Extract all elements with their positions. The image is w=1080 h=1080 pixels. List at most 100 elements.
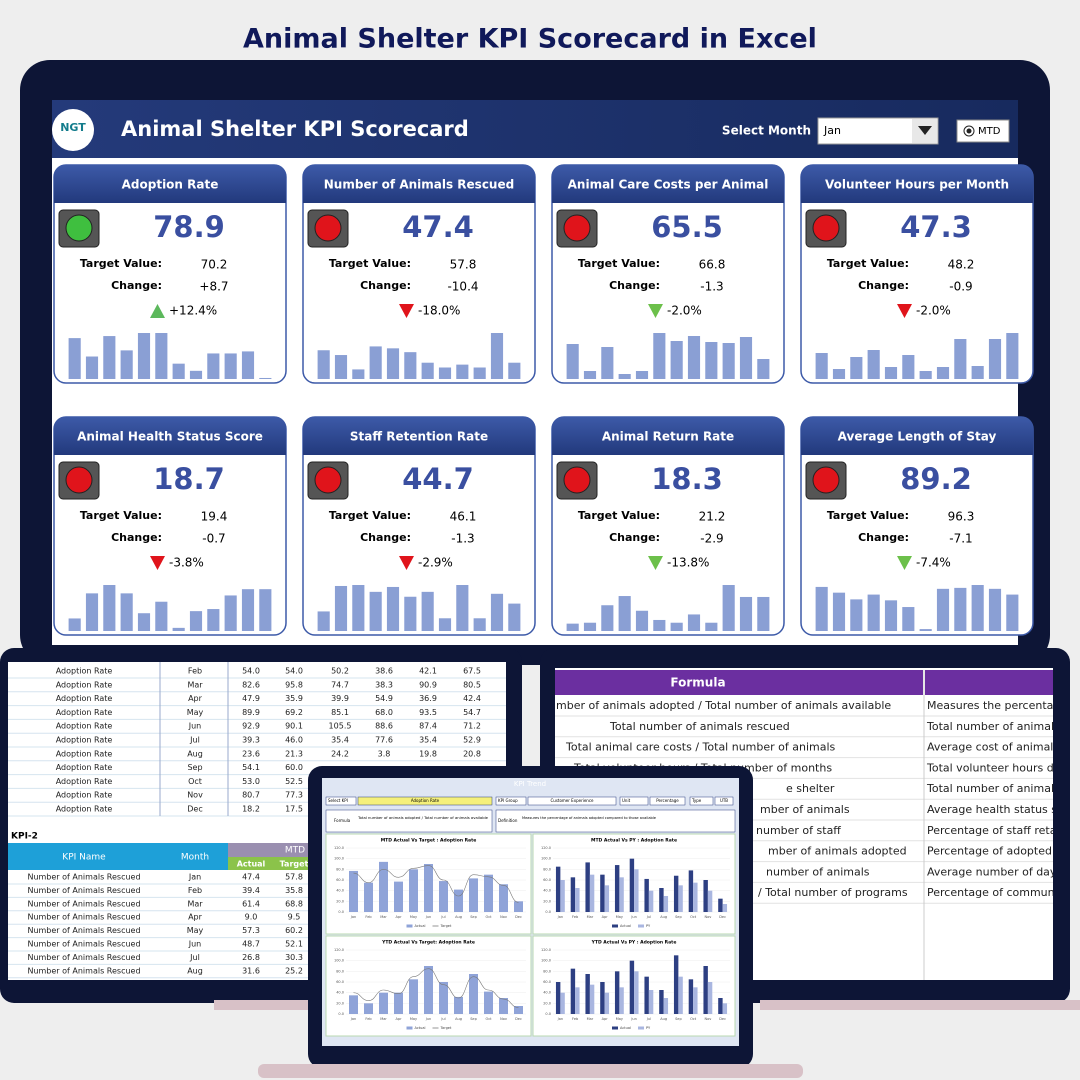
spark-bar: [670, 622, 683, 631]
spark-bar: [404, 596, 417, 631]
chart-bar: [644, 976, 649, 1014]
mtd-option[interactable]: [956, 119, 1010, 143]
spark-bar: [85, 356, 99, 379]
cell: 95.8: [285, 680, 303, 689]
kpi-value: 78.9: [153, 210, 225, 244]
y-tick-label: 120.0: [541, 948, 551, 952]
chart-bar: [379, 861, 388, 912]
chart-bar: [722, 1003, 728, 1014]
chart-bar: [409, 869, 418, 912]
spark-bar: [352, 585, 365, 631]
y-tick-label: 100.0: [334, 959, 344, 963]
spark-bar: [954, 587, 967, 631]
change-value: -7.1: [949, 532, 972, 546]
cell: 35.8: [285, 886, 303, 895]
spark-bar: [438, 367, 452, 379]
spark-bar: [757, 359, 770, 379]
spark-bar: [919, 371, 932, 379]
spark-bar: [566, 344, 579, 379]
y-tick-label: 100.0: [541, 857, 551, 861]
kpi-name: Animal Return Rate: [602, 430, 734, 444]
chart-bar: [688, 870, 694, 912]
formula: number of staff: [756, 824, 841, 837]
chart-bar: [629, 858, 635, 912]
legend-label: Target: [440, 924, 452, 928]
spark-bar: [832, 592, 846, 631]
cell: 68.8: [285, 899, 303, 908]
legend-swatch: [612, 924, 618, 928]
field-label-box: [495, 796, 527, 806]
chart-bar: [439, 881, 448, 912]
spark-bar: [189, 611, 203, 631]
kpi-name: Staff Retention Rate: [350, 430, 488, 444]
cell: Adoption Rate: [56, 763, 113, 772]
chart-bar: [424, 966, 433, 1014]
kpi2-group: MTD: [285, 846, 305, 856]
kpi-card-header: [801, 417, 1033, 455]
kpi2-sub: Target: [280, 860, 309, 869]
change-label: Change:: [609, 531, 660, 544]
change-arrow: [648, 556, 663, 570]
x-tick-label: Mar: [380, 915, 387, 919]
change-percent: -2.0%: [916, 304, 951, 318]
change-percent: -2.0%: [667, 304, 702, 318]
chart-bar: [644, 878, 649, 912]
legend-label: Actual: [415, 924, 426, 928]
spark-bar: [618, 596, 631, 631]
spark-bar: [635, 610, 649, 631]
formula-header-text: Formula: [670, 676, 725, 690]
spark-bar: [85, 593, 99, 631]
field-value-box[interactable]: [357, 796, 493, 806]
definition: Average cost of animal c: [927, 741, 1063, 754]
chart-bar: [575, 888, 580, 912]
formula-text: Total number of animals adopted / Total …: [357, 816, 489, 820]
y-tick-label: 80.0: [336, 867, 344, 871]
chart-bar: [555, 866, 561, 912]
spark-bar: [884, 600, 898, 631]
cell: Adoption Rate: [56, 777, 113, 786]
target-value: 46.1: [450, 510, 477, 524]
spark-bar: [473, 367, 486, 379]
cell: 60.0: [285, 763, 303, 772]
chart-bar: [663, 998, 669, 1014]
cell: Jul: [189, 953, 200, 962]
x-tick-label: May: [616, 1017, 623, 1021]
legend-label: PY: [646, 1026, 651, 1030]
x-tick-label: Jun: [630, 1017, 636, 1021]
cell: 35.4: [331, 736, 349, 745]
chart-bar: [722, 904, 728, 912]
x-tick-label: Dec: [719, 915, 726, 919]
cell: 52.5: [285, 777, 303, 786]
spark-bar: [259, 589, 272, 631]
change-arrow: [150, 304, 165, 318]
change-label: Change:: [360, 531, 411, 544]
chart-bar: [570, 877, 576, 912]
x-tick-label: Jan: [350, 915, 356, 919]
spark-bar: [919, 629, 932, 631]
spark-bar: [259, 377, 272, 379]
chart-bar: [484, 991, 493, 1014]
cell: 47.4: [242, 873, 260, 882]
y-tick-label: 20.0: [543, 899, 551, 903]
cell: 9.0: [245, 913, 258, 922]
y-tick-label: 60.0: [543, 980, 551, 984]
formula-label: Formula: [334, 818, 351, 823]
chart-bar: [585, 974, 590, 1014]
spark-bar: [241, 351, 255, 379]
formula: e shelter: [786, 782, 835, 795]
formula: mber of animals: [760, 803, 850, 816]
cell: 54.0: [242, 667, 260, 676]
spark-bar: [317, 350, 330, 379]
cell: 24.2: [331, 749, 349, 758]
cell: Aug: [187, 966, 203, 975]
chart-title: MTD Actual Vs Target : Adoption Rate: [381, 838, 477, 844]
definition: Percentage of adopted a: [927, 845, 1062, 858]
cell: 53.0: [242, 777, 260, 786]
cell: Feb: [188, 667, 202, 676]
x-tick-label: Jul: [646, 915, 651, 919]
spark-bar: [670, 341, 683, 379]
cell: Number of Animals Rescued: [27, 913, 140, 922]
chart-bar: [678, 885, 683, 912]
change-value: -0.9: [949, 280, 972, 294]
